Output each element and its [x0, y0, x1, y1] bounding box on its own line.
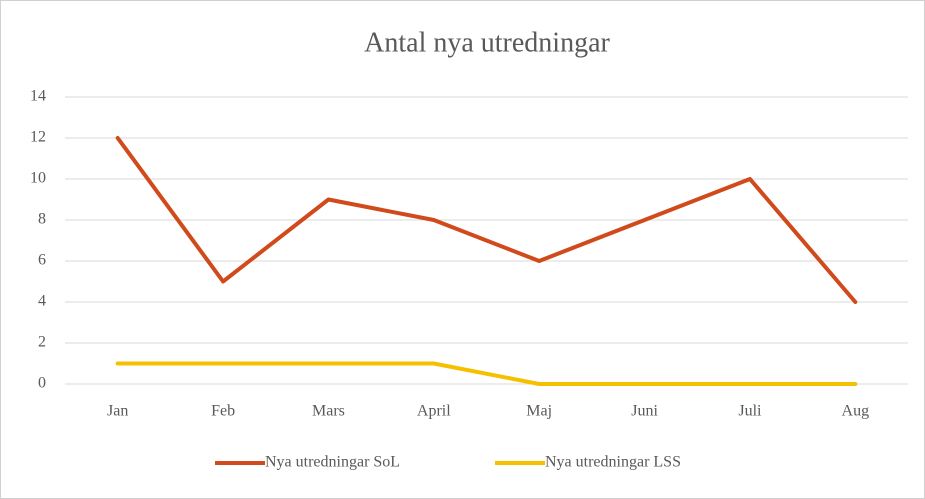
y-tick-label: 2 — [38, 334, 46, 351]
series-line — [115, 361, 858, 386]
x-tick-label: Feb — [211, 403, 235, 420]
y-tick-label: 6 — [38, 252, 46, 269]
y-tick-label: 10 — [30, 170, 46, 187]
x-tick-label: Mars — [312, 403, 345, 420]
chart-title: Antal nya utredningar — [364, 27, 610, 58]
x-tick-label: Maj — [526, 403, 552, 420]
y-tick-label: 4 — [38, 293, 46, 310]
y-tick-label: 12 — [30, 129, 46, 146]
x-tick-label: Juni — [631, 403, 658, 420]
y-tick-label: 0 — [38, 375, 46, 392]
y-tick-label: 8 — [38, 211, 46, 228]
x-tick-label: Jan — [107, 403, 128, 420]
x-tick-label: April — [417, 403, 451, 420]
x-tick-label: Juli — [738, 403, 762, 420]
y-tick-label: 14 — [30, 88, 46, 105]
series-line — [115, 136, 858, 304]
x-tick-label: Aug — [842, 403, 870, 420]
legend-label: Nya utredningar LSS — [545, 454, 681, 471]
legend-label: Nya utredningar SoL — [265, 454, 400, 471]
